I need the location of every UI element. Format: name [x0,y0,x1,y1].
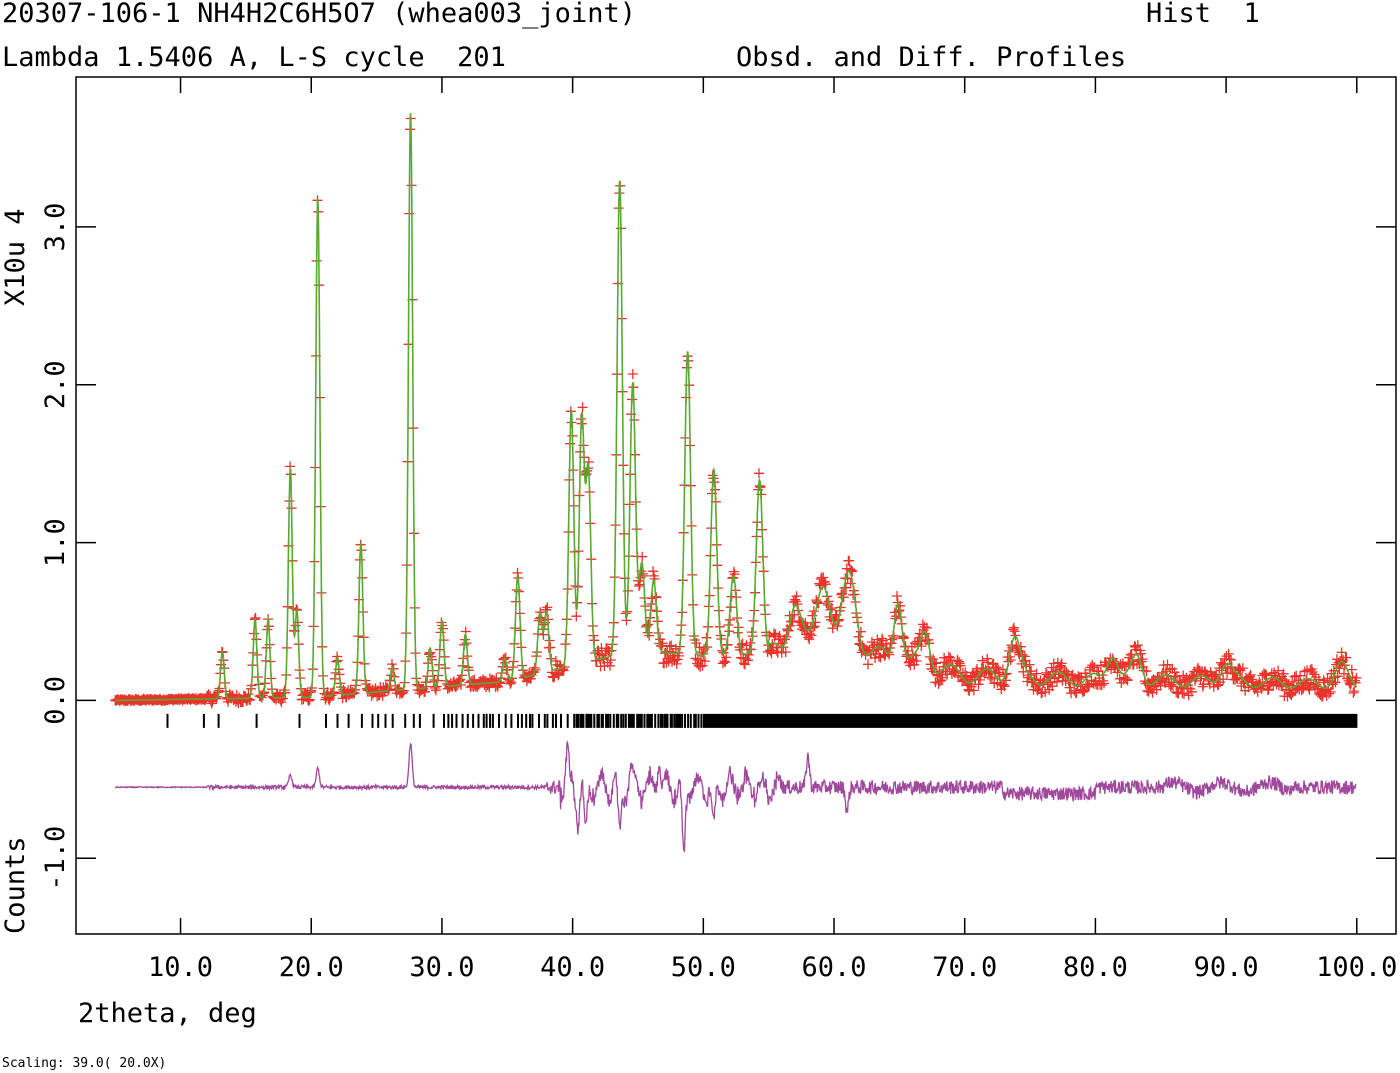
y-tick-label: 2.0 [40,360,71,409]
x-tick-label: 70.0 [932,952,997,983]
x-tick-label: 100.0 [1316,952,1397,983]
x-tick-label: 40.0 [540,952,605,983]
x-tick-label: 60.0 [802,952,867,983]
y-axis-label-upper: X10u 4 [0,208,31,306]
x-tick-label: 20.0 [279,952,344,983]
difference-curve [114,740,1357,853]
chart-title: 20307-106-1 NH4H2C6H5O7 (whea003_joint) [2,0,636,29]
x-tick-label: 80.0 [1063,952,1128,983]
calculated-curve [115,113,1358,702]
y-axis: -1.0 0.0 1.0 2.0 3.0 [40,203,1396,891]
wavelength-cycle-label: Lambda 1.5406 A, L-S cycle 201 [2,42,506,73]
reflection-markers [166,713,1358,728]
scaling-note: Scaling: 39.0( 20.0X) [2,1056,167,1071]
x-tick-label: 50.0 [671,952,736,983]
reflection-ticks [166,713,1358,728]
y-tick-label: 1.0 [40,518,71,567]
difference-line [114,740,1357,853]
diffraction-plot: 10.0 20.0 30.0 40.0 50.0 60.0 70.0 80.0 90.0 100.… [0,76,1397,983]
y-axis-label-lower: Counts [0,836,31,934]
y-tick-label: -1.0 [40,826,71,891]
y-tick-label: 0.0 [40,676,71,725]
x-tick-label: 30.0 [409,952,474,983]
calculated-line [115,113,1358,702]
x-tick-label: 90.0 [1194,952,1259,983]
x-tick-label: 10.0 [148,952,213,983]
histogram-label: Hist 1 [1146,0,1260,29]
x-axis: 10.0 20.0 30.0 40.0 50.0 60.0 70.0 80.0 90.0 100.… [148,77,1397,983]
y-tick-label: 3.0 [40,203,71,252]
plot-frame [75,76,1397,935]
x-axis-label: 2theta, deg [78,998,257,1029]
profile-type-label: Obsd. and Diff. Profiles [736,42,1127,73]
